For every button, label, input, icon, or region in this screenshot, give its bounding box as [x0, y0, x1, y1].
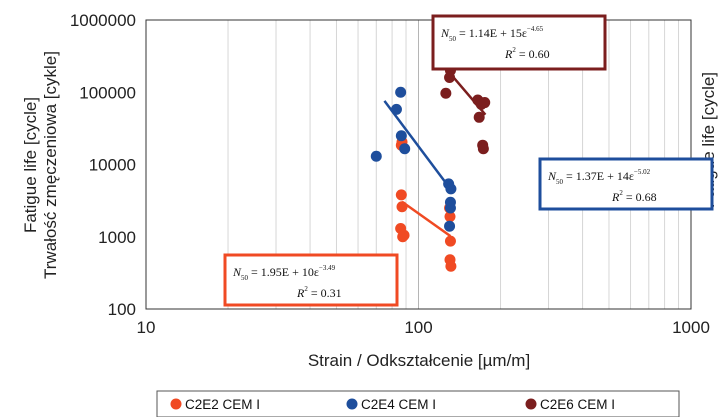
data-point [444, 202, 456, 214]
r2-exponent: 2 [619, 189, 623, 197]
x-tick-label: 1000 [672, 318, 710, 337]
r2-symbol: R [611, 190, 620, 204]
x-axis-label: Strain / Odkształcenie [µm/m] [308, 351, 530, 370]
data-point [444, 235, 456, 247]
equation-formula: N50 = 1.14E + 15ε−4.65 [440, 25, 544, 43]
data-points [370, 65, 491, 272]
legend-label: C2E4 CEM I [361, 397, 436, 412]
equation-formula: N50 = 1.95E + 10ε−3.49 [232, 264, 336, 282]
fit-lines [383, 72, 487, 238]
equation-exponent: −3.49 [319, 264, 336, 272]
equation-subscript: 50 [241, 274, 249, 282]
r2-exponent: 2 [304, 285, 308, 293]
legend-marker [525, 398, 537, 410]
legend-frame [156, 390, 680, 417]
data-point [398, 229, 410, 241]
r2-symbol: R [504, 47, 513, 61]
data-point [395, 189, 407, 201]
legend: C2E2 CEM I C2E4 CEM I C2E6 CEM I [156, 390, 680, 417]
equation-subscript: 50 [556, 178, 564, 186]
equation-symbol: N [547, 169, 557, 183]
equation-symbol: N [440, 26, 450, 40]
equation-box-border [431, 14, 607, 71]
legend-label: C2E6 CEM I [540, 397, 615, 412]
fit-line [401, 200, 452, 238]
y-axis-label-line1: Fatigue life [cycle] [21, 97, 40, 233]
x-tick-label: 100 [404, 318, 432, 337]
legend-label: C2E2 CEM I [185, 397, 260, 412]
equation-box-border [223, 253, 399, 307]
data-point [444, 72, 456, 84]
equation-box-border [538, 157, 714, 211]
data-point [445, 183, 457, 195]
y-axis-label-line2: Trwałość zmęczeniowa [cykle] [41, 51, 60, 279]
equation-r2: R2 = 0.31 [296, 285, 342, 300]
data-point [444, 211, 456, 223]
y-tick-label: 1000 [98, 228, 136, 247]
data-point [473, 111, 485, 123]
equation-exponent: −5.02 [634, 168, 651, 176]
equation-box: N50 = 1.37E + 14ε−5.02 R2 = 0.68 [538, 157, 714, 211]
y-tick-label: 100 [108, 300, 136, 319]
legend-marker [346, 398, 358, 410]
equation-r2: R2 = 0.60 [504, 46, 550, 61]
y-tick-label: 1000000 [70, 11, 136, 30]
legend-marker [170, 398, 182, 410]
x-tick-label: 10 [137, 318, 156, 337]
y-tick-label: 100000 [79, 83, 136, 102]
data-point [395, 86, 407, 98]
equation-formula: N50 = 1.37E + 14ε−5.02 [547, 168, 651, 186]
r2-exponent: 2 [512, 46, 516, 54]
data-point [479, 97, 491, 109]
equation-symbol: N [232, 265, 242, 279]
data-point [395, 130, 407, 142]
data-point [396, 201, 408, 213]
data-point [390, 103, 402, 115]
data-point [444, 220, 456, 232]
r2-value: = 0.68 [626, 190, 657, 204]
equation-r2: R2 = 0.68 [611, 189, 657, 204]
data-point [477, 143, 489, 155]
fit-line [383, 100, 453, 192]
equation-text: = 1.14E + 15ε [459, 26, 527, 40]
data-point [399, 143, 411, 155]
data-point [370, 150, 382, 162]
equation-box: N50 = 1.95E + 10ε−3.49 R2 = 0.31 [223, 253, 399, 307]
data-point [440, 87, 452, 99]
r2-value: = 0.60 [519, 47, 550, 61]
equation-box: N50 = 1.14E + 15ε−4.65 R2 = 0.60 [431, 14, 607, 71]
y-tick-label: 10000 [89, 156, 136, 175]
equation-text: = 1.95E + 10ε [251, 265, 319, 279]
equation-exponent: −4.65 [527, 25, 544, 33]
r2-symbol: R [296, 286, 305, 300]
equation-text: = 1.37E + 14ε [566, 169, 634, 183]
r2-value: = 0.31 [311, 286, 342, 300]
data-point [445, 260, 457, 272]
equation-subscript: 50 [449, 35, 457, 43]
